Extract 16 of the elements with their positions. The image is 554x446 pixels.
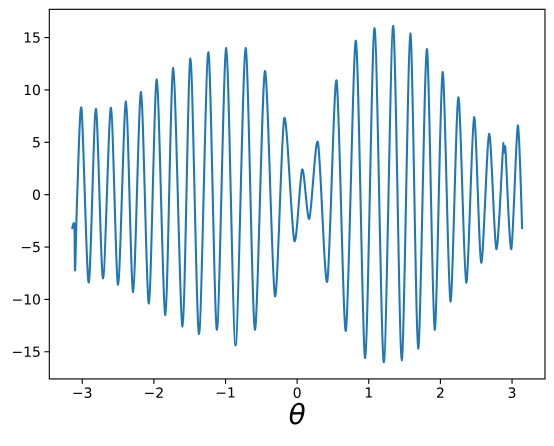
x-tick-label: −1 [216, 387, 234, 398]
line-series [71, 25, 524, 364]
y-tick-label: −15 [13, 346, 40, 357]
x-tick-label: 3 [508, 387, 516, 398]
x-axis-title: θ [290, 402, 305, 424]
y-tick-label: 10 [24, 84, 40, 96]
y-tick-label: −5 [22, 242, 40, 252]
x-tick-label: 2 [437, 387, 444, 398]
y-tick-label: 0 [32, 189, 40, 200]
y-tick-label: −10 [13, 294, 40, 305]
x-tick-label: −2 [145, 387, 163, 398]
y-tick-label: 15 [24, 32, 40, 43]
x-tick-label: 0 [294, 387, 301, 398]
x-tick-label: 1 [366, 387, 372, 398]
x-tick-label: −3 [73, 387, 92, 398]
y-tick-label: 5 [33, 137, 40, 148]
